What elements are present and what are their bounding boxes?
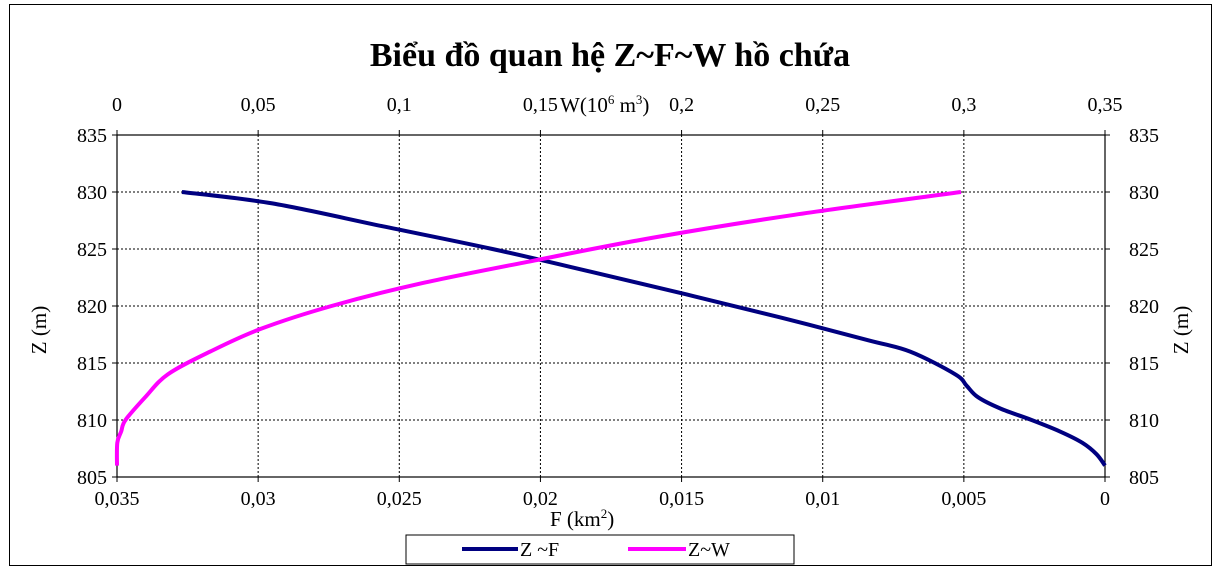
right-tick-label: 820 <box>1129 296 1159 318</box>
bottom-tick-label: 0 <box>1100 488 1110 510</box>
right-axis-ticks: 805 810 815 820 825 830 835 <box>1105 125 1159 489</box>
legend-label-z-f: Z ~F <box>520 539 559 561</box>
chart-title: Biểu đồ quan hệ Z~F~W hồ chứa <box>370 37 850 74</box>
bottom-axis-label: F (km2) <box>550 506 614 531</box>
series-layer <box>114 190 1107 467</box>
right-tick-label: 810 <box>1129 410 1159 432</box>
left-tick-label: 810 <box>77 410 107 432</box>
top-tick-label: 0 <box>112 94 122 116</box>
bottom-tick-label: 0,005 <box>941 488 986 510</box>
series-z-w-line <box>114 190 962 466</box>
right-tick-label: 815 <box>1129 353 1159 375</box>
top-tick-label: 0,2 <box>669 94 694 116</box>
series-z-f-line <box>181 190 1107 467</box>
left-tick-label: 830 <box>77 182 107 204</box>
top-tick-label: 0,1 <box>387 94 412 116</box>
left-tick-label: 835 <box>77 125 107 147</box>
bottom-tick-label: 0,03 <box>241 488 276 510</box>
right-axis-label: Z (m) <box>1169 306 1193 354</box>
legend-box <box>405 534 795 565</box>
right-tick-label: 830 <box>1129 182 1159 204</box>
right-tick-label: 825 <box>1129 239 1159 261</box>
top-tick-label: 0,15 <box>523 94 558 116</box>
legend-label-z-w: Z~W <box>688 539 730 561</box>
top-tick-label: 0,05 <box>241 94 276 116</box>
bottom-axis-ticks: 0,035 0,03 0,025 0,02 0,015 0,01 0,005 0 <box>95 477 1110 510</box>
top-tick-label: 0,25 <box>805 94 840 116</box>
left-axis-ticks: 805 810 815 820 825 830 835 <box>77 125 117 489</box>
bottom-tick-label: 0,035 <box>95 488 140 510</box>
chart-frame <box>9 4 1212 566</box>
left-tick-label: 815 <box>77 353 107 375</box>
bottom-tick-label: 0,015 <box>659 488 704 510</box>
bottom-tick-label: 0,01 <box>805 488 840 510</box>
left-tick-label: 805 <box>77 467 107 489</box>
grid <box>117 135 1105 477</box>
left-axis-label: Z (m) <box>27 306 51 354</box>
right-tick-label: 835 <box>1129 125 1159 147</box>
right-tick-label: 805 <box>1129 467 1159 489</box>
left-tick-label: 825 <box>77 239 107 261</box>
bottom-tick-label: 0,025 <box>377 488 422 510</box>
top-axis-label: W(106 m3) <box>560 92 649 117</box>
bottom-tick-label: 0,02 <box>523 488 558 510</box>
legend: Z ~F Z~W <box>405 534 795 565</box>
left-tick-label: 820 <box>77 296 107 318</box>
top-tick-label: 0,3 <box>951 94 976 116</box>
top-axis-ticks: 0 0,05 0,1 0,15 0,2 0,25 0,3 0,35 <box>112 94 1123 135</box>
top-tick-label: 0,35 <box>1088 94 1123 116</box>
